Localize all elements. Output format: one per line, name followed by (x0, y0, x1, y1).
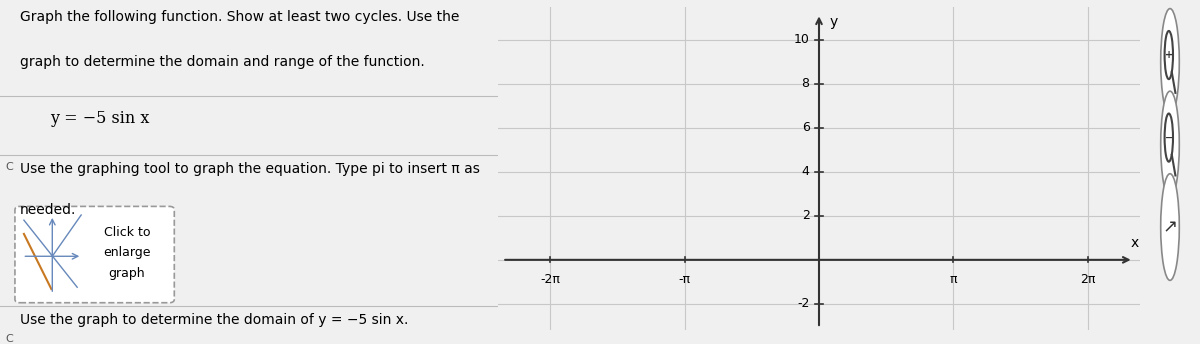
Text: 10: 10 (793, 33, 810, 46)
Text: 8: 8 (802, 77, 810, 90)
Text: C: C (5, 162, 13, 172)
Text: y = −5 sin x: y = −5 sin x (50, 110, 149, 127)
Text: enlarge: enlarge (103, 246, 151, 259)
Circle shape (1160, 91, 1180, 198)
Text: graph to determine the domain and range of the function.: graph to determine the domain and range … (20, 55, 425, 69)
Text: 2: 2 (802, 209, 810, 222)
Text: y: y (829, 14, 838, 29)
Text: ↗: ↗ (1163, 218, 1177, 236)
Text: -2π: -2π (540, 273, 560, 286)
Text: graph: graph (109, 267, 145, 280)
Text: 4: 4 (802, 165, 810, 178)
Text: Graph the following function. Show at least two cycles. Use the: Graph the following function. Show at le… (20, 10, 460, 24)
Text: Use the graph to determine the domain of y = −5 sin x.: Use the graph to determine the domain of… (20, 313, 408, 327)
Text: π: π (949, 273, 958, 286)
Circle shape (1160, 174, 1180, 280)
Text: x: x (1130, 236, 1139, 250)
Text: C: C (5, 334, 13, 344)
Circle shape (1160, 9, 1180, 115)
Text: 6: 6 (802, 121, 810, 135)
FancyBboxPatch shape (14, 206, 174, 303)
Text: -π: -π (678, 273, 690, 286)
Text: Click to: Click to (103, 226, 150, 239)
Text: +: + (1165, 50, 1172, 60)
Text: -2: -2 (797, 297, 810, 310)
Text: Use the graphing tool to graph the equation. Type pi to insert π as: Use the graphing tool to graph the equat… (20, 162, 480, 176)
Text: 2π: 2π (1080, 273, 1096, 286)
Text: needed.: needed. (20, 203, 77, 217)
Text: −: − (1165, 132, 1172, 143)
